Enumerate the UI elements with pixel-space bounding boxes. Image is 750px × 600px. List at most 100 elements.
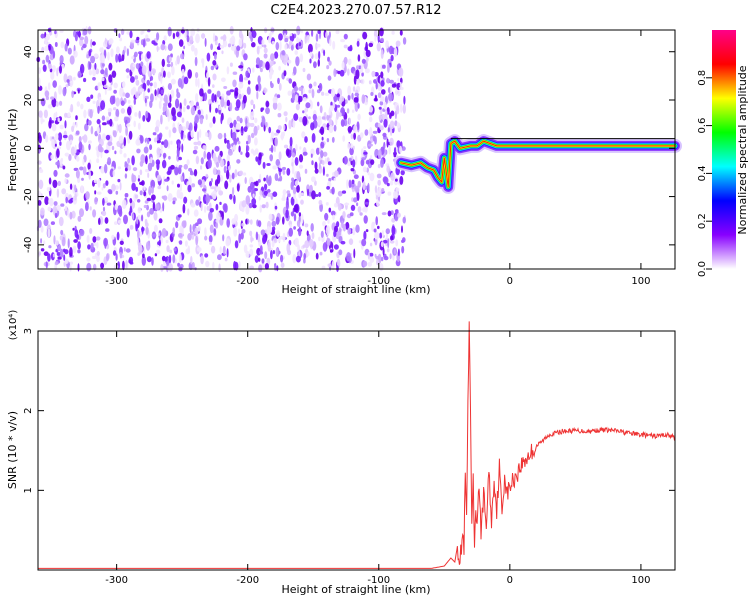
- noise-speck: [173, 247, 177, 252]
- spectrogram-y-tick-label: -20: [23, 188, 34, 204]
- noise-speck: [261, 204, 266, 209]
- noise-speck: [105, 134, 111, 141]
- noise-speck: [187, 233, 192, 241]
- noise-speck: [277, 178, 281, 182]
- noise-speck: [246, 145, 250, 152]
- noise-speck: [271, 41, 275, 44]
- noise-speck: [111, 145, 115, 151]
- noise-speck: [390, 235, 394, 241]
- noise-speck: [265, 201, 269, 209]
- noise-speck: [284, 43, 288, 50]
- noise-speck: [340, 39, 345, 43]
- noise-speck: [136, 36, 140, 41]
- noise-speck: [202, 59, 205, 69]
- noise-speck: [141, 256, 146, 266]
- noise-speck: [274, 173, 279, 182]
- noise-speck: [116, 46, 120, 54]
- noise-speck: [375, 216, 379, 226]
- noise-speck: [80, 103, 84, 110]
- noise-speck: [361, 94, 366, 104]
- noise-speck: [72, 227, 75, 231]
- noise-speck: [252, 193, 255, 198]
- noise-speck: [86, 257, 91, 262]
- noise-speck: [354, 185, 360, 194]
- noise-speck: [249, 244, 254, 248]
- noise-speck: [193, 145, 199, 150]
- noise-speck: [82, 158, 85, 166]
- noise-speck: [395, 239, 399, 247]
- noise-speck: [232, 71, 238, 75]
- noise-speck: [365, 49, 371, 58]
- noise-speck: [101, 133, 107, 141]
- noise-speck: [77, 263, 80, 272]
- noise-speck: [238, 65, 244, 69]
- noise-speck: [332, 214, 335, 221]
- noise-speck: [259, 245, 263, 253]
- noise-speck: [132, 212, 135, 220]
- noise-speck: [191, 183, 196, 188]
- noise-speck: [157, 94, 162, 99]
- colorbar-tick-label: 0.0: [697, 261, 708, 277]
- noise-speck: [343, 155, 348, 165]
- noise-speck: [87, 244, 91, 250]
- noise-speck: [386, 165, 391, 173]
- spectrogram-x-tick-label: 0: [507, 276, 513, 287]
- noise-speck: [237, 140, 241, 145]
- noise-speck: [310, 153, 313, 158]
- noise-speck: [167, 93, 170, 103]
- noise-speck: [391, 217, 396, 223]
- noise-speck: [389, 180, 394, 186]
- noise-speck: [387, 127, 390, 133]
- noise-speck: [212, 167, 217, 176]
- noise-speck: [271, 220, 277, 227]
- noise-speck: [295, 103, 300, 111]
- noise-speck: [128, 130, 133, 140]
- noise-speck: [97, 105, 100, 114]
- noise-speck: [241, 103, 244, 111]
- noise-speck: [48, 63, 53, 70]
- noise-speck: [179, 240, 183, 245]
- noise-speck: [101, 187, 104, 191]
- noise-speck: [55, 239, 59, 246]
- noise-speck: [118, 123, 122, 134]
- noise-speck: [43, 109, 49, 119]
- noise-speck: [301, 131, 306, 139]
- noise-speck: [233, 226, 238, 237]
- noise-speck: [256, 45, 260, 55]
- noise-speck: [44, 38, 48, 45]
- noise-speck: [39, 169, 44, 173]
- noise-speck: [219, 45, 224, 49]
- noise-speck: [105, 228, 110, 232]
- noise-speck: [333, 68, 337, 78]
- noise-speck: [371, 70, 376, 78]
- noise-speck: [275, 159, 280, 166]
- noise-speck: [131, 182, 136, 191]
- noise-speck: [61, 188, 67, 195]
- noise-speck: [271, 240, 275, 248]
- noise-speck: [270, 53, 275, 62]
- noise-speck: [55, 101, 59, 107]
- noise-speck: [215, 203, 219, 211]
- noise-speck: [119, 240, 124, 245]
- noise-speck: [222, 34, 227, 42]
- noise-speck: [218, 105, 222, 111]
- noise-speck: [231, 172, 235, 180]
- noise-speck: [267, 189, 271, 193]
- noise-speck: [311, 232, 315, 240]
- noise-speck: [128, 256, 134, 265]
- noise-speck: [278, 168, 283, 173]
- noise-speck: [342, 109, 346, 116]
- noise-speck: [38, 251, 41, 256]
- noise-speck: [272, 101, 278, 110]
- noise-speck: [245, 70, 249, 78]
- noise-speck: [336, 93, 341, 98]
- noise-speck: [270, 82, 274, 89]
- noise-speck: [51, 123, 57, 132]
- noise-speck: [125, 92, 130, 99]
- noise-speck: [401, 146, 406, 151]
- noise-speck: [45, 54, 50, 63]
- snr-y-scale-label: (x10⁴): [8, 310, 19, 341]
- noise-speck: [133, 98, 136, 105]
- noise-speck: [365, 97, 368, 103]
- noise-speck: [187, 245, 190, 254]
